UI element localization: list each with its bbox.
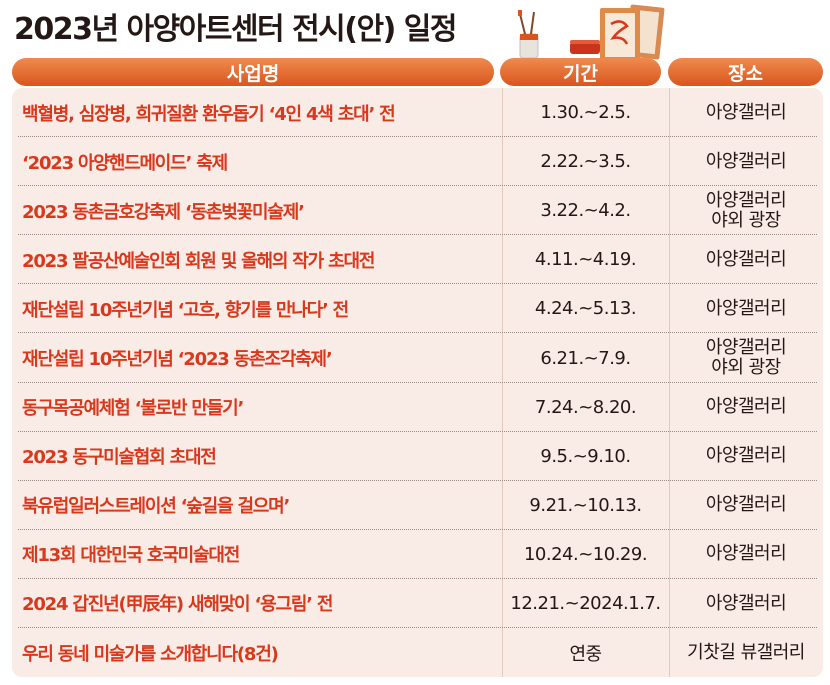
table-row: 2024 갑진년(甲辰年) 새해맞이 ‘용그림’ 전 12.21.~2024.1.… xyxy=(12,579,823,629)
table-row: 재단설립 10주년기념 ‘고흐, 향기를 만나다’ 전 4.24.~5.13. 아양… xyxy=(12,284,823,334)
event-place: 아양갤러리 xyxy=(669,481,823,530)
event-name: 2024 갑진년(甲辰年) 새해맞이 ‘용그림’ 전 xyxy=(22,594,333,616)
event-name: 2023 동촌금호강축제 ‘동촌벚꽃미술제’ xyxy=(22,201,305,223)
event-period: 연중 xyxy=(569,643,602,665)
event-period: 7.24.~8.20. xyxy=(534,396,637,418)
event-name: 동구목공예체험 ‘불로반 만들기’ xyxy=(22,398,244,420)
event-name: 재단설립 10주년기념 ‘고흐, 향기를 만나다’ 전 xyxy=(22,299,349,321)
page-title: 2023년 아양아트센터 전시(안) 일정 xyxy=(14,12,457,47)
event-place-line: 아양갤러리 xyxy=(705,189,787,211)
event-name: 2023 동구미술협회 초대전 xyxy=(22,447,217,469)
event-place-line: 기찻길 뷰갤러리 xyxy=(687,641,805,663)
event-place: 아양갤러리 야외 광장 xyxy=(669,333,823,382)
event-period: 4.11.~4.19. xyxy=(534,249,637,271)
table-row: 2023 동구미술협회 초대전 9.5.~9.10. 아양갤러리 xyxy=(12,432,823,481)
header-period: 기간 xyxy=(500,58,661,86)
event-place: 아양갤러리 xyxy=(669,432,823,481)
event-place: 아양갤러리 xyxy=(669,579,823,628)
table-row: 백혈병, 심장병, 희귀질환 환우돕기 ‘4인 4색 초대’ 전 1.30.~2.… xyxy=(12,88,823,138)
event-period: 9.5.~9.10. xyxy=(540,445,631,467)
table-row: 제13회 대한민국 호국미술대전 10.24.~10.29. 아양갤러리 xyxy=(12,530,823,580)
table-row: ‘2023 아양핸드메이드’ 축제 2.22.~3.5. 아양갤러리 xyxy=(12,137,823,187)
table-row: 재단설립 10주년기념 ‘2023 동촌조각축제’ 6.21.~7.9. 아양갤러리… xyxy=(12,333,823,383)
header-name: 사업명 xyxy=(12,58,494,86)
event-place: 아양갤러리 xyxy=(669,383,823,432)
table-row: 2023 동촌금호강축제 ‘동촌벚꽃미술제’ 3.22.~4.2. 아양갤러리 야외 … xyxy=(12,186,823,236)
event-period: 4.24.~5.13. xyxy=(534,298,637,320)
event-name: 2023 팔공산예술인회 회원 및 올해의 작가 초대전 xyxy=(22,250,375,272)
table-row: 우리 동네 미술가를 소개합니다(8건) 연중 기찻길 뷰갤러리 xyxy=(12,628,823,677)
event-name: 북유럽일러스트레이션 ‘숲길을 걸으며’ xyxy=(22,496,290,518)
schedule-table: 백혈병, 심장병, 희귀질환 환우돕기 ‘4인 4색 초대’ 전 1.30.~2.… xyxy=(12,88,823,677)
event-period: 9.21.~10.13. xyxy=(529,494,642,516)
event-period: 6.21.~7.9. xyxy=(540,347,631,369)
event-place: 아양갤러리 xyxy=(669,284,823,333)
event-place: 기찻길 뷰갤러리 xyxy=(669,628,823,677)
table-row: 북유럽일러스트레이션 ‘숲길을 걸으며’ 9.21.~10.13. 아양갤러리 xyxy=(12,481,823,530)
event-name: 재단설립 10주년기념 ‘2023 동촌조각축제’ xyxy=(22,349,333,371)
event-place-line: 아양갤러리 xyxy=(705,445,787,467)
event-period: 12.21.~2024.1.7. xyxy=(510,592,661,614)
event-place-line: 아양갤러리 xyxy=(705,337,787,359)
art-supplies-illustration xyxy=(518,4,665,62)
event-period: 2.22.~3.5. xyxy=(540,151,631,173)
event-place: 아양갤러리 xyxy=(669,235,823,284)
event-name: 제13회 대한민국 호국미술대전 xyxy=(22,545,240,567)
event-period: 3.22.~4.2. xyxy=(540,200,631,222)
event-place-line: 아양갤러리 xyxy=(705,494,787,516)
event-place: 아양갤러리 xyxy=(669,530,823,579)
header-place: 장소 xyxy=(668,58,823,86)
event-place-line: 아양갤러리 xyxy=(705,543,787,565)
event-place: 아양갤러리 xyxy=(669,88,823,137)
table-row: 동구목공예체험 ‘불로반 만들기’ 7.24.~8.20. 아양갤러리 xyxy=(12,383,823,432)
table-row: 2023 팔공산예술인회 회원 및 올해의 작가 초대전 4.11.~4.19. 아… xyxy=(12,235,823,285)
event-place-line: 야외 광장 xyxy=(711,209,781,231)
event-place-line: 아양갤러리 xyxy=(705,298,787,320)
event-name: 백혈병, 심장병, 희귀질환 환우돕기 ‘4인 4색 초대’ 전 xyxy=(22,103,396,125)
table-body: 백혈병, 심장병, 희귀질환 환우돕기 ‘4인 4색 초대’ 전 1.30.~2.… xyxy=(12,88,823,677)
event-place-line: 아양갤러리 xyxy=(705,101,787,123)
event-place-line: 아양갤러리 xyxy=(705,396,787,418)
event-place: 아양갤러리 야외 광장 xyxy=(669,186,823,235)
event-place-line: 야외 광장 xyxy=(711,357,781,379)
event-period: 1.30.~2.5. xyxy=(540,102,631,124)
event-period: 10.24.~10.29. xyxy=(523,543,648,565)
event-place: 아양갤러리 xyxy=(669,137,823,186)
event-place-line: 아양갤러리 xyxy=(705,592,787,614)
event-place-line: 아양갤러리 xyxy=(705,150,787,172)
event-name: ‘2023 아양핸드메이드’ 축제 xyxy=(22,152,228,174)
event-place-line: 아양갤러리 xyxy=(705,248,787,270)
event-name: 우리 동네 미술가를 소개합니다(8건) xyxy=(22,643,279,665)
